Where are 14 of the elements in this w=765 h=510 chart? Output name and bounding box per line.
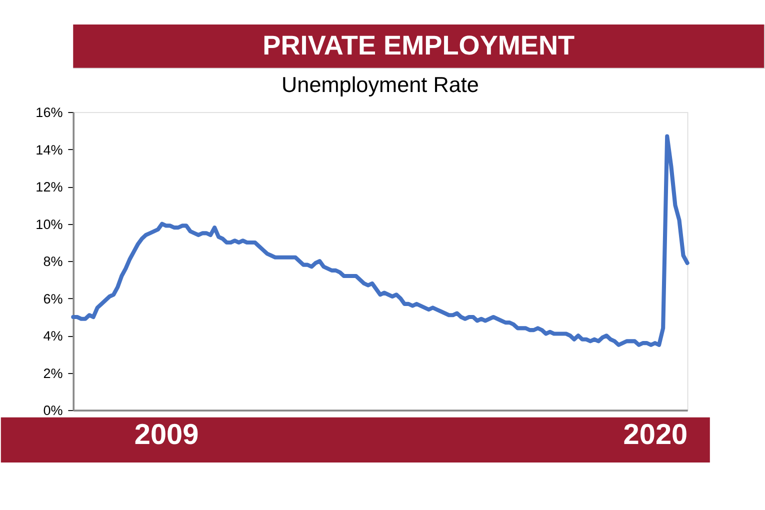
y-tick-label: 4% xyxy=(43,328,63,344)
line-series xyxy=(71,134,690,347)
y-tick-label: 16% xyxy=(36,105,63,120)
chart-title: PRIVATE EMPLOYMENT xyxy=(262,29,576,60)
y-tick-label: 2% xyxy=(43,366,63,381)
y-tick-label: 10% xyxy=(36,216,63,232)
y-tick-label: 8% xyxy=(43,254,63,270)
x-tick-label: 2020 xyxy=(623,419,688,452)
chart-subtitle: Unemployment Rate xyxy=(282,72,479,98)
y-tick-label: 6% xyxy=(43,291,63,306)
y-tick-label: 0% xyxy=(43,403,63,418)
y-tick-label: 14% xyxy=(36,142,63,158)
y-tick-label: 12% xyxy=(36,180,63,195)
x-tick-label: 2009 xyxy=(134,419,199,452)
